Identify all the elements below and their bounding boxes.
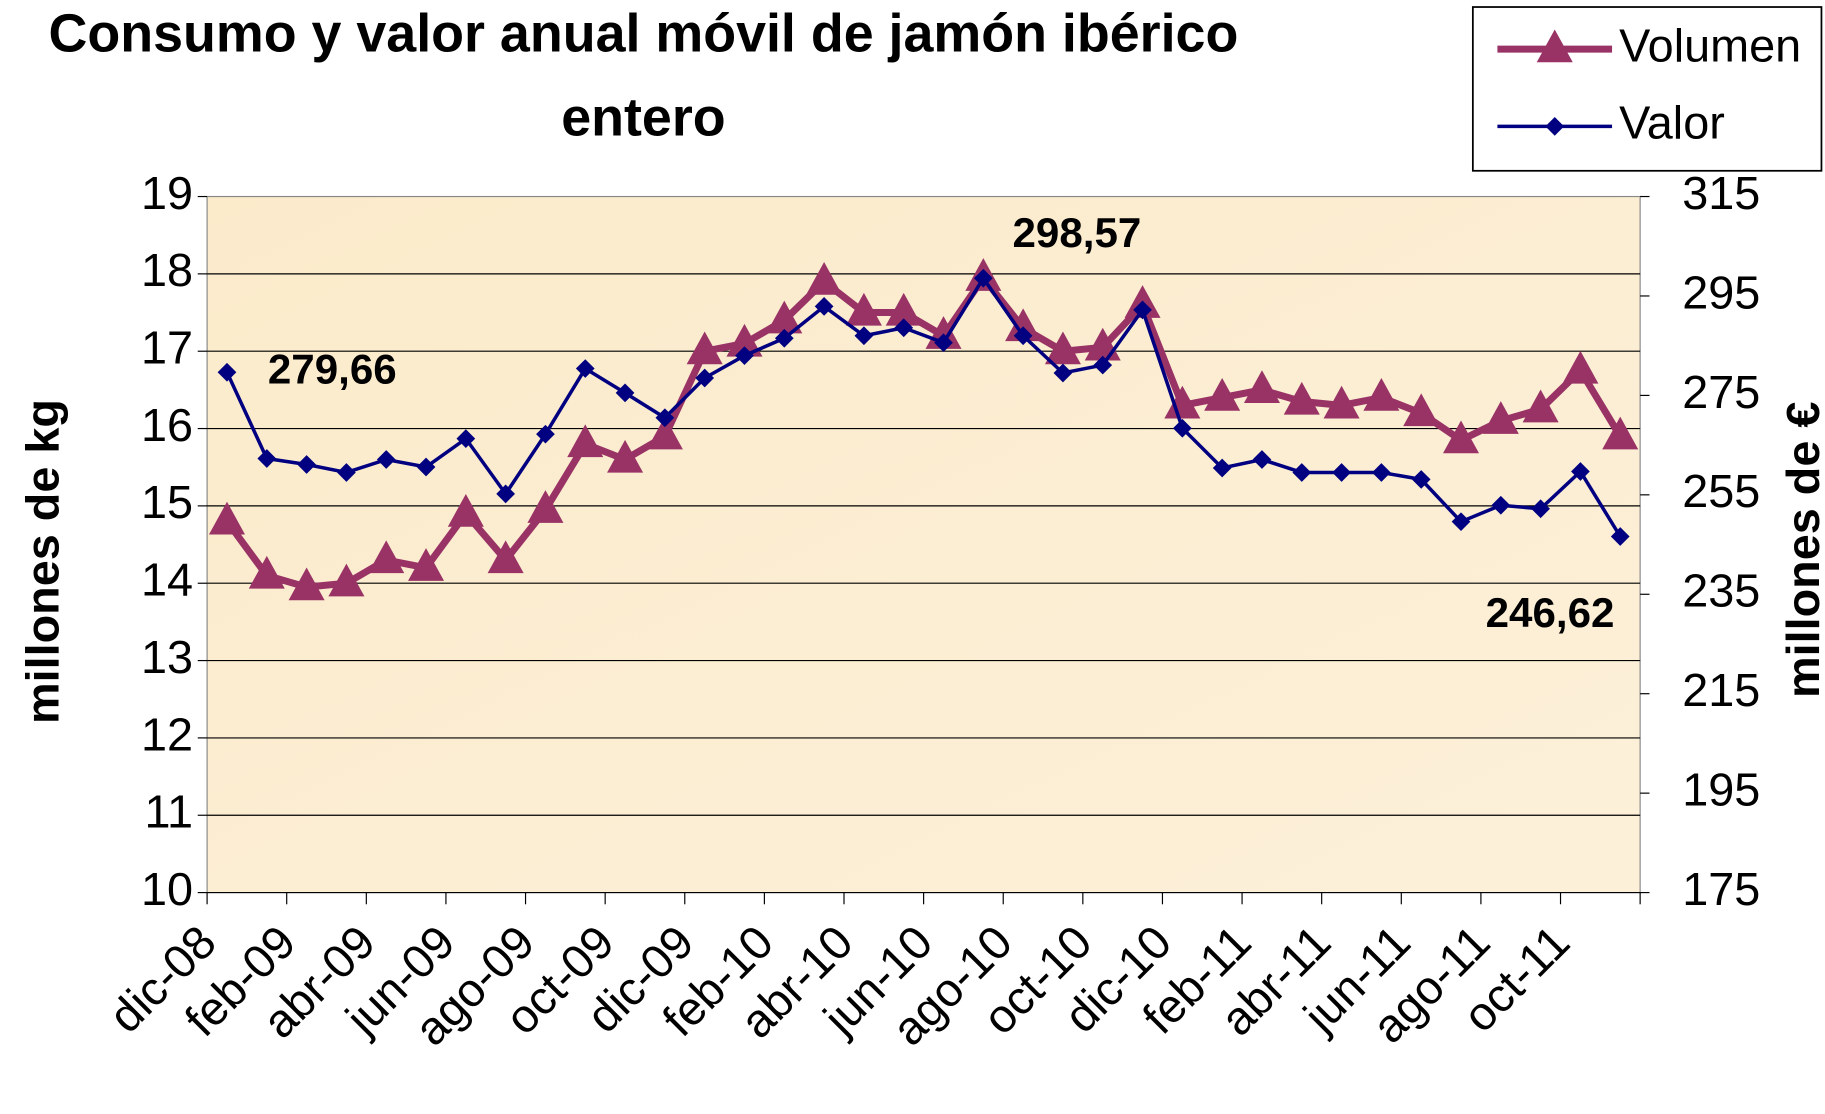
data-point [1571, 462, 1590, 481]
y-tick-label: 16 [141, 399, 193, 451]
data-point [288, 567, 325, 601]
data-point [1372, 463, 1391, 482]
data-point [1522, 389, 1559, 423]
data-point [1243, 370, 1280, 403]
data-point [456, 429, 476, 449]
data-point [1252, 450, 1272, 469]
data-point [416, 457, 436, 477]
data-point [1562, 350, 1599, 384]
data-point [806, 261, 843, 295]
data-point [1602, 416, 1639, 450]
data-label: 298,57 [1013, 209, 1142, 256]
y2-axis-title: millones de € [1777, 402, 1825, 698]
y-tick-label: 15 [141, 476, 193, 528]
y-tick-label: 12 [141, 708, 193, 760]
y2-tick-label: 215 [1682, 664, 1760, 716]
data-point [686, 331, 723, 365]
plot-area [206, 195, 1641, 894]
data-point [854, 326, 874, 346]
data-point [1044, 331, 1081, 365]
legend-label: Volumen [1619, 19, 1801, 71]
data-point [536, 424, 555, 444]
y-tick-label: 10 [141, 863, 193, 915]
y-tick-label: 13 [141, 631, 193, 683]
data-point [1164, 385, 1201, 419]
data-point [774, 328, 794, 348]
data-point [1204, 377, 1241, 411]
y2-tick-label: 235 [1682, 565, 1760, 617]
data-point [735, 346, 754, 365]
data-point [1610, 527, 1630, 546]
data-point [1292, 463, 1312, 482]
data-point [567, 424, 604, 458]
y2-tick-label: 315 [1682, 167, 1760, 219]
data-point [814, 297, 834, 316]
y-tick-label: 17 [141, 322, 193, 374]
y-tick-label: 18 [141, 244, 193, 296]
data-point [487, 540, 524, 574]
data-point [408, 548, 445, 581]
y2-tick-label: 295 [1682, 266, 1760, 318]
y2-tick-label: 275 [1682, 366, 1760, 418]
data-point [695, 368, 715, 388]
data-point [1332, 463, 1351, 482]
y2-tick-label: 255 [1682, 465, 1760, 517]
data-point [766, 300, 803, 334]
data-point [894, 318, 914, 338]
data-point [248, 555, 285, 589]
data-point [368, 540, 405, 574]
legend-label: Valor [1619, 97, 1725, 149]
data-point [1172, 418, 1192, 438]
y-tick-label: 14 [141, 554, 193, 606]
y-tick-label: 11 [144, 786, 193, 838]
data-point [1053, 363, 1073, 383]
data-point [607, 439, 644, 473]
data-point [1442, 420, 1480, 454]
data-point [1212, 458, 1232, 478]
data-point [1323, 385, 1360, 419]
y-tick-label: 19 [141, 167, 193, 219]
data-point [934, 333, 953, 353]
data-point [1482, 401, 1519, 434]
data-point [575, 359, 595, 378]
data-point [1411, 470, 1431, 489]
data-point [1093, 355, 1113, 375]
y-axis-title: millones de kg [17, 399, 69, 724]
data-point [208, 501, 246, 535]
data-point [1491, 495, 1511, 515]
data-point [496, 484, 516, 504]
data-point [1013, 326, 1033, 346]
y2-tick-label: 175 [1682, 863, 1760, 915]
data-point [726, 323, 763, 357]
data-point [376, 450, 396, 469]
data-point [1363, 377, 1400, 411]
legend [1471, 6, 1823, 172]
data-point [527, 490, 564, 523]
data-point [1531, 499, 1550, 519]
data-point [655, 408, 675, 428]
data-point [328, 563, 365, 597]
data-point [257, 449, 277, 468]
data-label: 246,62 [1486, 589, 1615, 636]
legend-marker [1536, 29, 1573, 63]
chart-title: Consumo y valor anual móvil de jamón ibé… [49, 3, 1239, 147]
y2-tick-label: 195 [1682, 764, 1760, 816]
data-point [447, 493, 484, 527]
data-point [845, 292, 882, 326]
data-label: 279,66 [268, 345, 397, 392]
data-point [1403, 393, 1440, 427]
data-point [646, 416, 683, 450]
data-point [1005, 308, 1042, 342]
data-point [1283, 381, 1320, 415]
data-point [337, 463, 356, 482]
data-point [297, 455, 316, 474]
data-point [885, 292, 922, 326]
